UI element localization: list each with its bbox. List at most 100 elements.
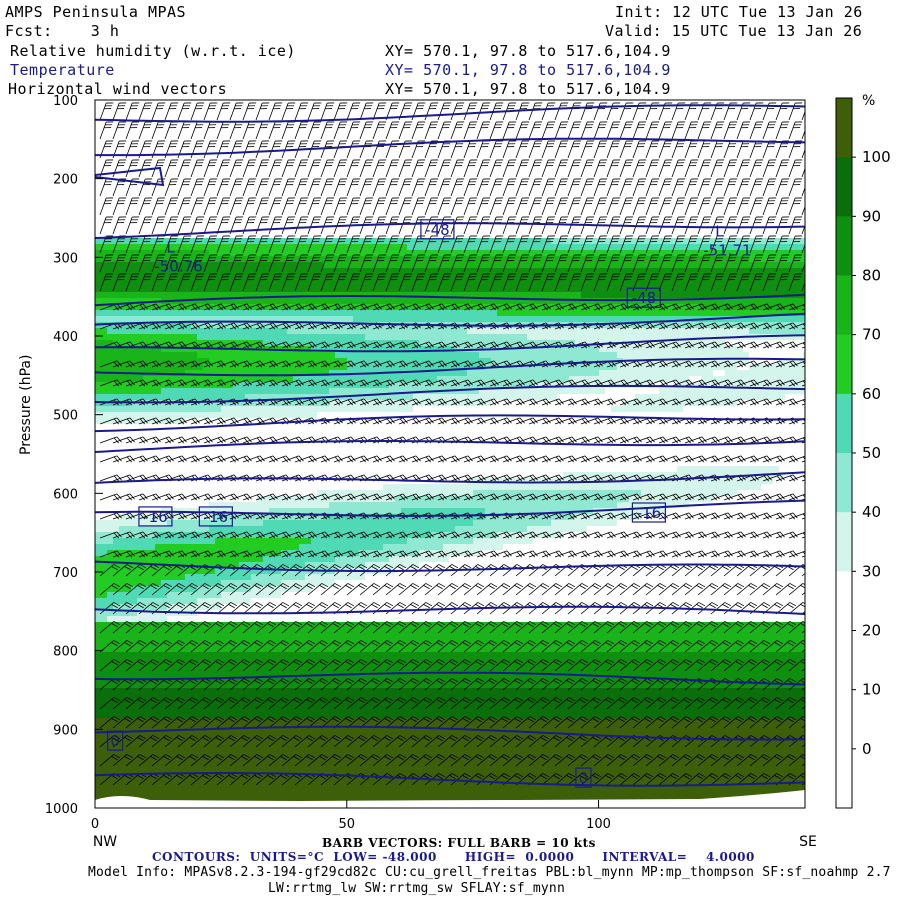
rh-cell bbox=[131, 148, 138, 155]
rh-cell bbox=[611, 148, 618, 155]
rh-cell bbox=[329, 130, 336, 137]
rh-cell bbox=[695, 256, 702, 263]
rh-cell bbox=[623, 262, 630, 269]
rh-cell bbox=[263, 106, 270, 113]
rh-cell bbox=[359, 136, 366, 143]
rh-cell bbox=[491, 118, 498, 125]
rh-cell bbox=[353, 226, 360, 233]
rh-cell bbox=[575, 334, 582, 341]
rh-cell bbox=[275, 208, 282, 215]
rh-cell bbox=[497, 328, 504, 335]
rh-cell bbox=[239, 136, 246, 143]
rh-cell bbox=[113, 316, 120, 323]
rh-cell bbox=[107, 136, 114, 143]
rh-cell bbox=[611, 310, 618, 317]
rh-cell bbox=[257, 286, 264, 293]
rh-cell bbox=[689, 172, 696, 179]
rh-cell bbox=[275, 334, 282, 341]
rh-cell bbox=[467, 148, 474, 155]
rh-cell bbox=[497, 190, 504, 197]
rh-cell bbox=[353, 268, 360, 275]
rh-cell bbox=[251, 130, 258, 137]
rh-cell bbox=[401, 172, 408, 179]
rh-cell bbox=[701, 130, 708, 137]
rh-cell bbox=[455, 244, 462, 251]
rh-cell bbox=[683, 310, 690, 317]
rh-cell bbox=[491, 232, 498, 239]
rh-cell bbox=[251, 262, 258, 269]
rh-cell bbox=[467, 190, 474, 197]
rh-cell bbox=[455, 226, 462, 233]
rh-cell bbox=[521, 208, 528, 215]
rh-cell bbox=[125, 250, 132, 257]
rh-cell bbox=[161, 196, 168, 203]
rh-cell bbox=[551, 256, 558, 263]
rh-cell bbox=[239, 196, 246, 203]
rh-cell bbox=[317, 316, 324, 323]
rh-cell bbox=[107, 142, 114, 149]
rh-cell bbox=[95, 202, 102, 209]
rh-cell bbox=[179, 286, 186, 293]
rh-cell bbox=[497, 286, 504, 293]
rh-cell bbox=[605, 292, 612, 299]
rh-cell bbox=[719, 196, 726, 203]
rh-cell bbox=[323, 286, 330, 293]
rh-cell bbox=[287, 256, 294, 263]
rh-cell bbox=[95, 262, 102, 269]
rh-cell bbox=[341, 166, 348, 173]
rh-cell bbox=[671, 310, 678, 317]
rh-cell bbox=[653, 232, 660, 239]
rh-cell bbox=[173, 196, 180, 203]
rh-cell bbox=[197, 334, 204, 341]
rh-cell bbox=[275, 280, 282, 287]
rh-cell bbox=[263, 244, 270, 251]
rh-cell bbox=[161, 202, 168, 209]
rh-cell bbox=[311, 310, 318, 317]
rh-cell bbox=[329, 316, 336, 323]
rh-cell bbox=[287, 154, 294, 161]
rh-cell bbox=[785, 232, 792, 239]
rh-cell bbox=[353, 328, 360, 335]
rh-cell bbox=[521, 166, 528, 173]
rh-cell bbox=[557, 268, 564, 275]
rh-cell bbox=[779, 328, 786, 335]
rh-cell bbox=[629, 328, 636, 335]
rh-cell bbox=[785, 280, 792, 287]
rh-cell bbox=[743, 130, 750, 137]
rh-cell bbox=[473, 250, 480, 257]
rh-cell bbox=[701, 232, 708, 239]
rh-cell bbox=[269, 334, 276, 341]
rh-cell bbox=[545, 196, 552, 203]
rh-cell bbox=[365, 328, 372, 335]
rh-cell bbox=[143, 208, 150, 215]
rh-cell bbox=[275, 196, 282, 203]
rh-cell bbox=[395, 328, 402, 335]
rh-cell bbox=[155, 292, 162, 299]
rh-cell bbox=[641, 256, 648, 263]
rh-cell bbox=[707, 346, 714, 353]
rh-cell bbox=[551, 292, 558, 299]
rh-cell bbox=[731, 202, 738, 209]
rh-cell bbox=[335, 136, 342, 143]
rh-cell bbox=[509, 262, 516, 269]
rh-cell bbox=[179, 250, 186, 257]
rh-cell bbox=[593, 172, 600, 179]
rh-cell bbox=[299, 286, 306, 293]
rh-cell bbox=[629, 334, 636, 341]
rh-cell bbox=[605, 196, 612, 203]
rh-cell bbox=[209, 208, 216, 215]
rh-cell bbox=[263, 328, 270, 335]
rh-cell bbox=[683, 232, 690, 239]
rh-cell bbox=[431, 268, 438, 275]
rh-cell bbox=[689, 268, 696, 275]
rh-cell bbox=[383, 196, 390, 203]
rh-cell bbox=[149, 250, 156, 257]
rh-cell bbox=[587, 298, 594, 305]
rh-cell bbox=[239, 166, 246, 173]
rh-cell bbox=[221, 328, 228, 335]
rh-cell bbox=[119, 106, 126, 113]
rh-cell bbox=[623, 286, 630, 293]
rh-cell bbox=[533, 292, 540, 299]
rh-cell bbox=[257, 268, 264, 275]
rh-cell bbox=[407, 280, 414, 287]
